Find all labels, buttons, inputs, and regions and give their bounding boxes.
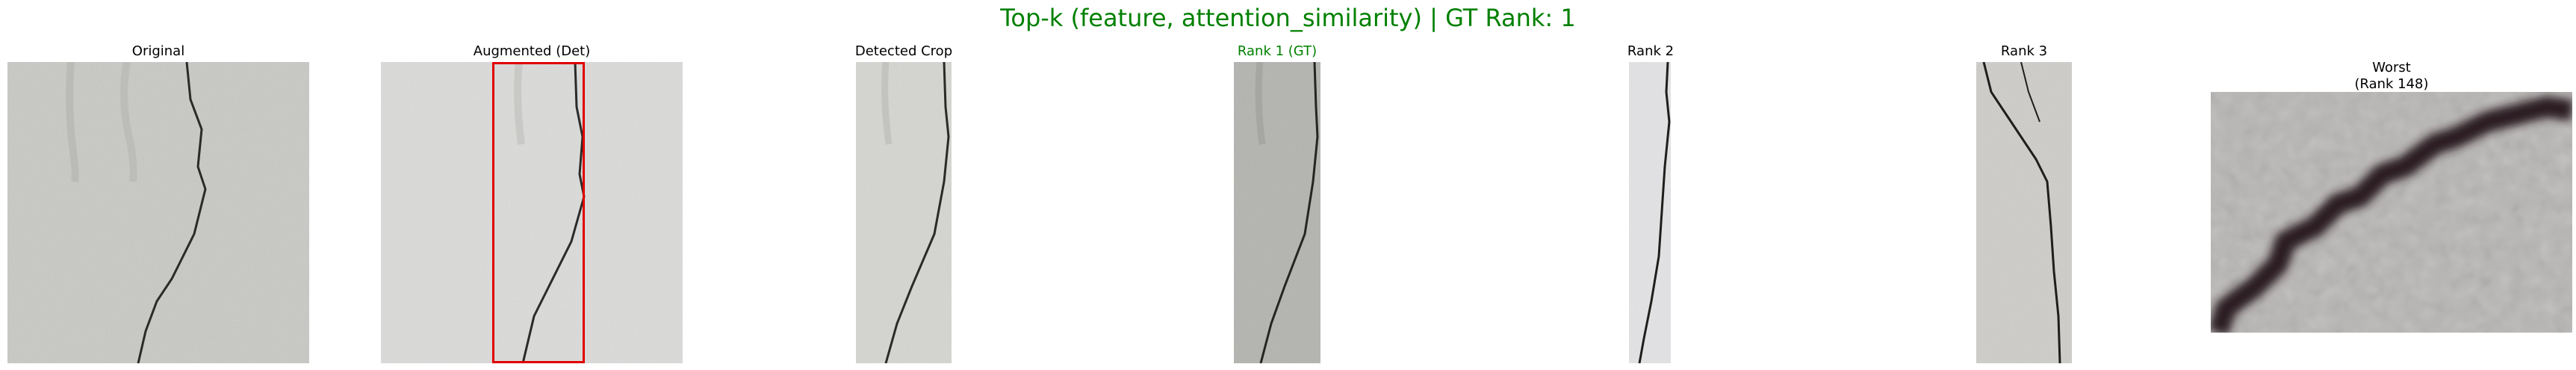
panel-title-worst: Worst (Rank 148) — [2354, 60, 2429, 92]
worst-image — [2211, 92, 2572, 333]
panel-title-rank2: Rank 2 — [1627, 43, 1675, 59]
augmented-image — [381, 62, 683, 363]
detection-box — [492, 62, 585, 363]
original-image — [7, 62, 309, 363]
panel-title-rank1: Rank 1 (GT) — [1237, 43, 1318, 59]
panel-title-original: Original — [131, 43, 185, 59]
rank2-image — [1629, 62, 1671, 363]
panel-title-augmented: Augmented (Det) — [473, 43, 591, 59]
panel-title-detected: Detected Crop — [854, 43, 953, 59]
rank1-image — [1234, 62, 1320, 363]
detected-crop-image — [856, 62, 952, 363]
figure-title: Top-k (feature, attention_similarity) | … — [1000, 4, 1576, 32]
rank3-image — [1976, 62, 2072, 363]
panel-title-rank3: Rank 3 — [2000, 43, 2048, 59]
